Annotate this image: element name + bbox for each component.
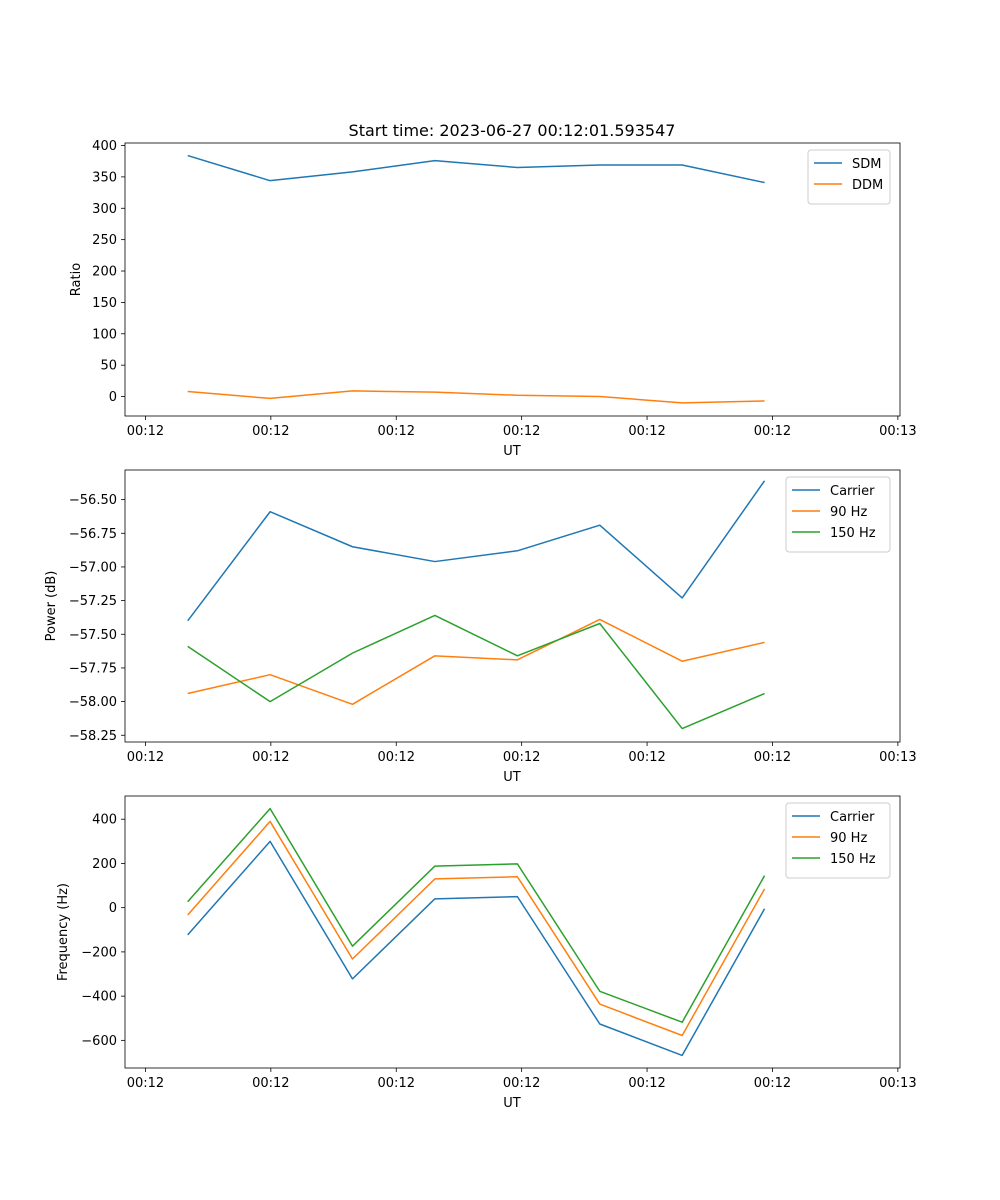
series-line-150-hz [187, 614, 765, 730]
plot-frame [124, 795, 901, 1069]
x-tick-label: 00:13 [879, 750, 916, 765]
x-tick-label: 00:12 [503, 424, 540, 439]
series-line-ddm [187, 390, 765, 404]
x-tick-label: 00:12 [503, 1076, 540, 1091]
y-tick-label: −57.50 [69, 628, 117, 643]
x-tick-label: 00:12 [628, 424, 665, 439]
series-line-carrier [187, 840, 766, 1057]
y-tick-label: 200 [92, 857, 117, 872]
series-line-90-hz [187, 618, 765, 706]
x-tick-label: 00:12 [754, 424, 791, 439]
y-tick-label: 350 [92, 170, 117, 185]
y-tick-label: −57.00 [69, 560, 117, 575]
series-line-sdm [187, 154, 765, 184]
chart-panel-3: 00:12 00:12 00:12 00:12 00:12 00:12 00:13 −600 −… [56, 795, 917, 1111]
y-tick-label: −400 [81, 990, 117, 1005]
x-tick-label: 00:12 [127, 1076, 164, 1091]
y-axis-label: Frequency (Hz) [56, 883, 71, 981]
x-tick-label: 00:12 [754, 750, 791, 765]
x-tick-label: 00:12 [252, 1076, 289, 1091]
legend-box [785, 802, 891, 879]
chart-panel-2: 00:12 00:12 00:12 00:12 00:12 00:12 00:13 −58.2… [44, 469, 917, 785]
series-line-carrier [187, 480, 766, 622]
x-axis-label: UT [503, 1096, 521, 1111]
y-tick-label: −200 [81, 945, 117, 960]
x-tick-label: 00:12 [503, 750, 540, 765]
x-tick-label: 00:12 [628, 750, 665, 765]
y-tick-label: 400 [92, 139, 117, 154]
legend-label: 150 Hz [830, 526, 876, 541]
legend-label: Carrier [830, 810, 875, 825]
y-tick-label: 150 [92, 296, 117, 311]
legend: Carrier 90 Hz 150 Hz [785, 476, 891, 553]
y-tick-label: 200 [92, 265, 117, 280]
legend: SDM DDM [807, 149, 891, 205]
chart-panel-1: 00:12 00:12 00:12 00:12 00:12 00:12 00:13 0 50 10… [69, 139, 917, 459]
y-tick-label: −56.75 [69, 527, 117, 542]
y-tick-label: 0 [109, 901, 117, 916]
x-axis-label: UT [503, 770, 521, 785]
plot-frame [124, 469, 901, 743]
x-tick-label: 00:12 [252, 750, 289, 765]
figure-title: Start time: 2023-06-27 00:12:01.593547 [349, 121, 676, 140]
legend-box [785, 476, 891, 553]
x-tick-label: 00:13 [879, 424, 916, 439]
legend: Carrier 90 Hz 150 Hz [785, 802, 891, 879]
y-axis-label: Ratio [69, 263, 84, 296]
y-tick-label: −600 [81, 1034, 117, 1049]
legend-label: DDM [852, 178, 883, 193]
x-tick-label: 00:13 [879, 1076, 916, 1091]
y-tick-label: −58.25 [69, 729, 117, 744]
legend-label: 90 Hz [830, 831, 867, 846]
x-tick-label: 00:12 [378, 750, 415, 765]
y-tick-label: −56.50 [69, 493, 117, 508]
x-tick-label: 00:12 [628, 1076, 665, 1091]
y-tick-label: 400 [92, 813, 117, 828]
y-tick-label: 100 [92, 327, 117, 342]
y-tick-label: −57.75 [69, 661, 117, 676]
y-tick-label: 50 [100, 359, 117, 374]
y-axis-label: Power (dB) [44, 571, 59, 642]
y-tick-label: 0 [109, 390, 117, 405]
y-tick-label: 300 [92, 202, 117, 217]
x-tick-label: 00:12 [127, 424, 164, 439]
series-line-90-hz [187, 820, 766, 1037]
x-tick-label: 00:12 [378, 1076, 415, 1091]
x-tick-label: 00:12 [754, 1076, 791, 1091]
y-tick-label: −58.00 [69, 695, 117, 710]
x-tick-label: 00:12 [378, 424, 415, 439]
x-tick-label: 00:12 [127, 750, 164, 765]
x-axis-label: UT [503, 444, 521, 459]
legend-label: 90 Hz [830, 505, 867, 520]
y-tick-label: 250 [92, 233, 117, 248]
series-line-150-hz [187, 807, 766, 1023]
legend-label: SDM [852, 157, 881, 172]
plot-frame [124, 142, 901, 417]
x-tick-label: 00:12 [252, 424, 289, 439]
legend-label: Carrier [830, 484, 875, 499]
legend-label: 150 Hz [830, 852, 876, 867]
y-tick-label: −57.25 [69, 594, 117, 609]
